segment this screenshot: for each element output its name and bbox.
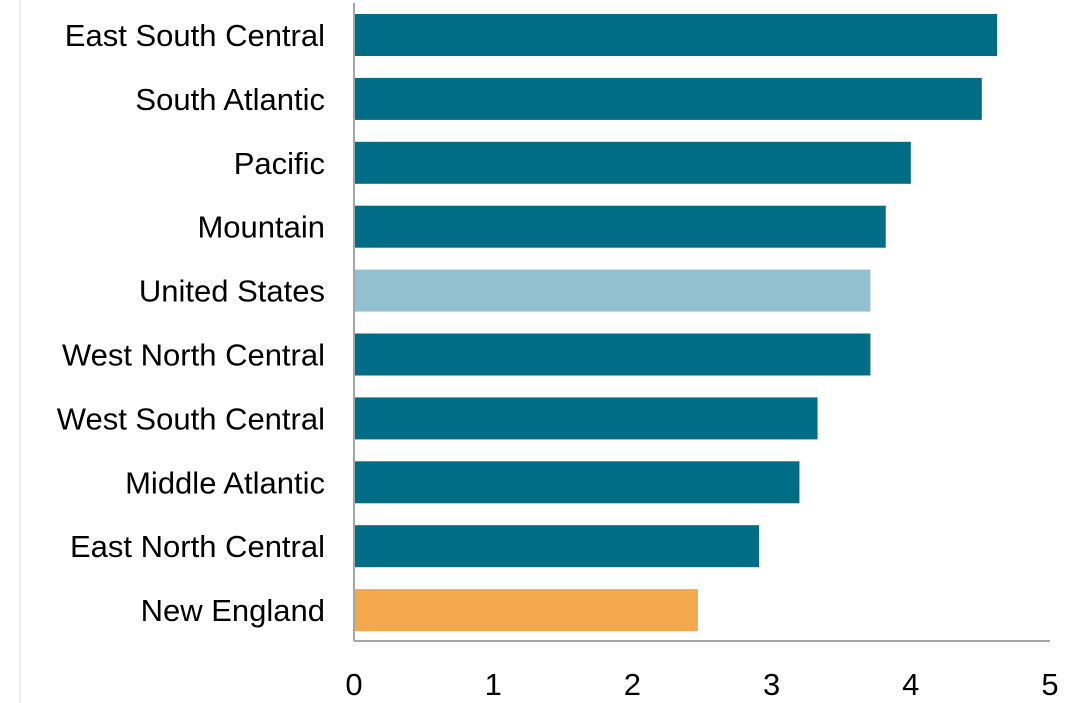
bar-pacific bbox=[354, 141, 911, 184]
category-label: United States bbox=[139, 274, 325, 309]
category-label: New England bbox=[141, 593, 325, 628]
bar-new-england bbox=[354, 589, 698, 632]
bar-east-south-central bbox=[354, 14, 998, 56]
bar-west-south-central bbox=[354, 397, 818, 440]
x-tick-label: 1 bbox=[485, 667, 502, 702]
bar-west-north-central bbox=[354, 333, 871, 376]
x-tick-label: 2 bbox=[624, 667, 641, 702]
category-label: West South Central bbox=[57, 401, 325, 436]
x-tick-label: 3 bbox=[763, 667, 780, 702]
category-label: South Atlantic bbox=[135, 82, 325, 117]
bar-south-atlantic bbox=[354, 77, 982, 120]
category-label: West North Central bbox=[62, 338, 325, 373]
bar-middle-atlantic bbox=[354, 461, 800, 504]
bar-united-states bbox=[354, 269, 871, 312]
category-label: Pacific bbox=[234, 146, 325, 181]
category-label: Mountain bbox=[197, 210, 325, 245]
x-tick-label: 0 bbox=[345, 667, 362, 702]
bar-mountain bbox=[354, 205, 886, 248]
bar-east-north-central bbox=[354, 525, 760, 568]
category-label: East South Central bbox=[65, 18, 325, 53]
category-label: East North Central bbox=[70, 529, 325, 564]
x-tick-label: 4 bbox=[902, 667, 919, 702]
category-label: Middle Atlantic bbox=[125, 465, 325, 500]
x-tick-label: 5 bbox=[1041, 667, 1058, 702]
